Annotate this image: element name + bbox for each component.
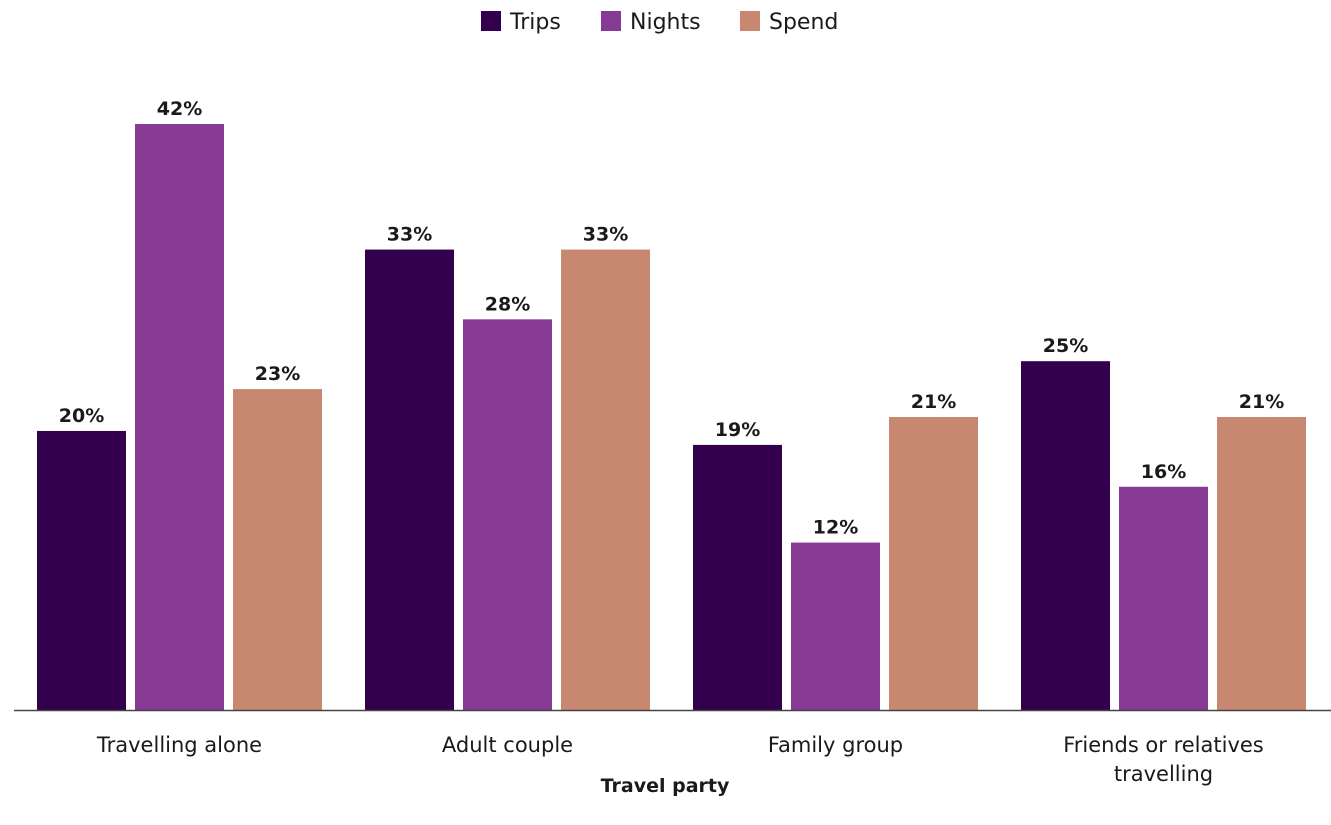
bar-trips-2	[365, 250, 454, 710]
category-label: travelling	[1114, 762, 1213, 786]
category-label: Family group	[768, 733, 903, 757]
legend-label-nights: Nights	[630, 10, 701, 35]
bar-value-label: 33%	[387, 224, 432, 246]
bar-value-label: 25%	[1043, 335, 1088, 357]
bar-trips-4	[1021, 361, 1110, 710]
bar-value-label: 19%	[715, 419, 760, 441]
bar-trips-3	[693, 445, 782, 710]
bar-value-label: 20%	[59, 405, 104, 427]
bar-value-label: 21%	[911, 391, 956, 413]
bar-value-label: 23%	[255, 363, 300, 385]
bars-group	[37, 124, 1306, 710]
legend-swatch-nights	[601, 11, 621, 31]
bar-value-label: 12%	[813, 517, 858, 539]
bar-spend-4	[1217, 417, 1306, 710]
bar-spend-1	[233, 389, 322, 710]
legend-label-spend: Spend	[769, 10, 838, 35]
bar-nights-1	[135, 124, 224, 710]
bar-value-label: 16%	[1141, 461, 1186, 483]
bar-value-label: 33%	[583, 224, 628, 246]
legend-swatch-trips	[481, 11, 501, 31]
bar-value-label: 21%	[1239, 391, 1284, 413]
bar-spend-3	[889, 417, 978, 710]
bar-value-label: 42%	[157, 98, 202, 120]
bar-spend-2	[561, 250, 650, 710]
bar-nights-4	[1119, 487, 1208, 710]
legend-swatch-spend	[740, 11, 760, 31]
category-label: Friends or relatives	[1063, 733, 1264, 757]
bar-nights-2	[463, 319, 552, 710]
category-label: Travelling alone	[96, 733, 262, 757]
category-label: Adult couple	[442, 733, 573, 757]
x-axis-title: Travel party	[601, 775, 730, 797]
bar-trips-1	[37, 431, 126, 710]
bar-nights-3	[791, 543, 880, 710]
legend-label-trips: Trips	[509, 10, 561, 35]
chart-legend: Trips Nights Spend	[481, 10, 838, 35]
bar-value-label: 28%	[485, 293, 530, 315]
